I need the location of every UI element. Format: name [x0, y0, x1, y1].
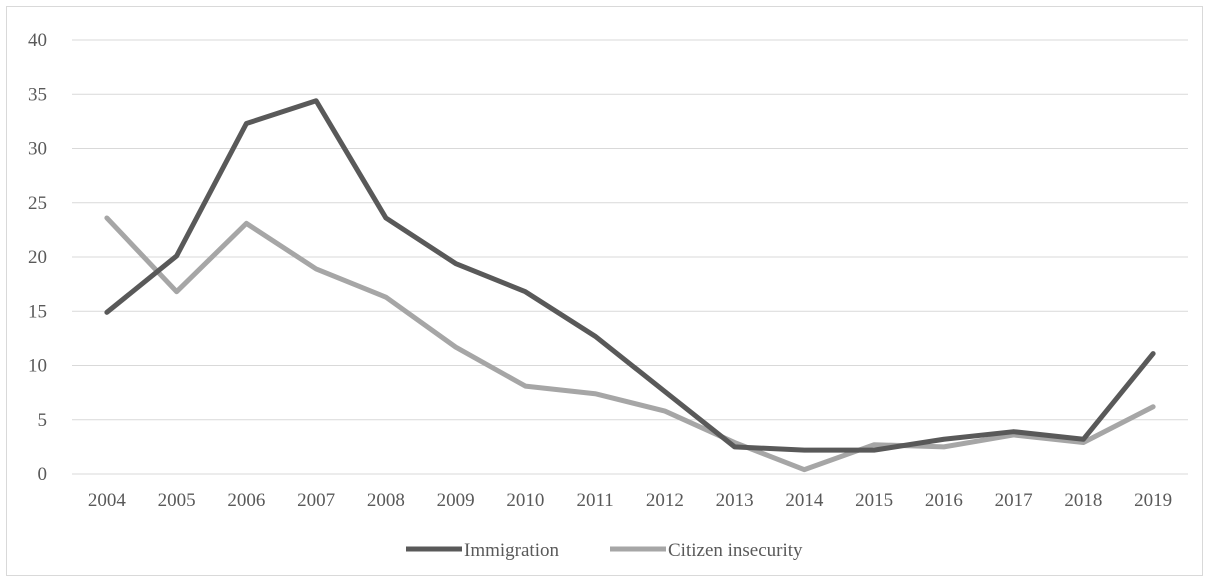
- x-tick-label: 2010: [506, 490, 544, 511]
- legend-label-citizen-insecurity: Citizen insecurity: [668, 540, 803, 561]
- x-tick-label: 2009: [437, 490, 475, 511]
- x-tick-label: 2011: [576, 490, 613, 511]
- x-axis-ticks: 2004 2005 2006 2007 2008 2009 2010 2011 2012 2013…: [88, 490, 1172, 511]
- x-tick-label: 2015: [855, 490, 893, 511]
- x-tick-label: 2014: [785, 490, 824, 511]
- legend: Immigration Citizen insecurity: [406, 540, 803, 561]
- y-tick-label: 5: [38, 410, 48, 431]
- x-tick-label: 2013: [716, 490, 754, 511]
- x-tick-label: 2017: [995, 490, 1033, 511]
- x-tick-label: 2004: [88, 490, 127, 511]
- x-tick-label: 2018: [1064, 490, 1102, 511]
- y-tick-label: 40: [28, 30, 47, 51]
- y-tick-label: 35: [28, 84, 47, 105]
- y-tick-label: 15: [28, 301, 47, 322]
- y-tick-label: 10: [28, 356, 47, 377]
- x-tick-label: 2016: [925, 490, 963, 511]
- series-lines: [104, 98, 1156, 473]
- y-tick-label: 25: [28, 193, 47, 214]
- x-tick-label: 2005: [158, 490, 196, 511]
- x-tick-label: 2006: [227, 490, 265, 511]
- x-tick-label: 2012: [646, 490, 684, 511]
- series-line-immigration: [104, 98, 1156, 453]
- y-tick-label: 0: [38, 464, 48, 485]
- x-tick-label: 2007: [297, 490, 335, 511]
- gridlines: [72, 39, 1188, 475]
- chart-frame: [6, 6, 1203, 576]
- series-line-citizen-insecurity: [104, 215, 1156, 473]
- x-tick-label: 2019: [1134, 490, 1172, 511]
- y-tick-label: 20: [28, 247, 47, 268]
- legend-label-immigration: Immigration: [464, 540, 559, 561]
- y-tick-label: 30: [28, 139, 47, 160]
- y-axis-ticks: 0 5 10 15 20 25 30 35 40: [28, 30, 47, 485]
- x-tick-label: 2008: [367, 490, 405, 511]
